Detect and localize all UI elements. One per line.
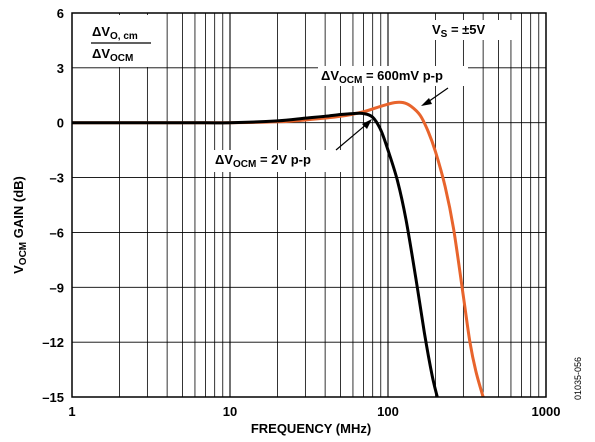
- ratio-numerator: ΔVO, cm: [92, 24, 138, 42]
- y-tick-label: –6: [50, 225, 64, 240]
- series-line-2v: [72, 111, 439, 398]
- arrow-2v-head: [362, 119, 372, 129]
- label-600mv: ΔVOCM = 600mV p-p: [318, 66, 468, 106]
- y-tick-label: 3: [57, 61, 64, 76]
- y-axis-tick-labels: 6 3 0 –3 –6 –9 –12 –15: [42, 6, 64, 405]
- y-tick-label: –3: [50, 171, 64, 186]
- label-2v: ΔVOCM = 2V p-p: [212, 119, 372, 172]
- x-tick-label: 1000: [532, 404, 561, 419]
- y-tick-label: 6: [57, 6, 64, 21]
- x-tick-label: 10: [223, 404, 237, 419]
- x-tick-label: 100: [377, 404, 399, 419]
- supply-voltage-label: VS = ±5V: [432, 22, 486, 40]
- y-tick-label: –9: [50, 280, 64, 295]
- ratio-annotation: ΔVO, cm ΔVOCM: [88, 15, 156, 67]
- y-tick-label: –15: [42, 390, 64, 405]
- ratio-denominator: ΔVOCM: [92, 46, 133, 64]
- plot-frame: [71, 12, 547, 398]
- arrow-600mv-head: [421, 98, 432, 106]
- x-tick-label: 1: [68, 404, 75, 419]
- y-tick-label: –12: [42, 335, 64, 350]
- series-label-2v: ΔVOCM = 2V p-p: [215, 152, 311, 170]
- x-axis-tick-labels: 1 10 100 1000: [68, 404, 560, 419]
- horizontal-gridlines: [72, 67, 546, 343]
- series-label-600mv: ΔVOCM = 600mV p-p: [321, 68, 443, 86]
- x-axis-title: FREQUENCY (MHz): [251, 421, 371, 436]
- arrow-2v-line: [335, 122, 369, 151]
- y-tick-label: 0: [57, 116, 64, 131]
- figure-id: 01035-056: [573, 357, 583, 400]
- supply-annotation: VS = ±5V: [428, 20, 518, 40]
- y-axis-title: VOCM GAIN (dB): [11, 176, 29, 274]
